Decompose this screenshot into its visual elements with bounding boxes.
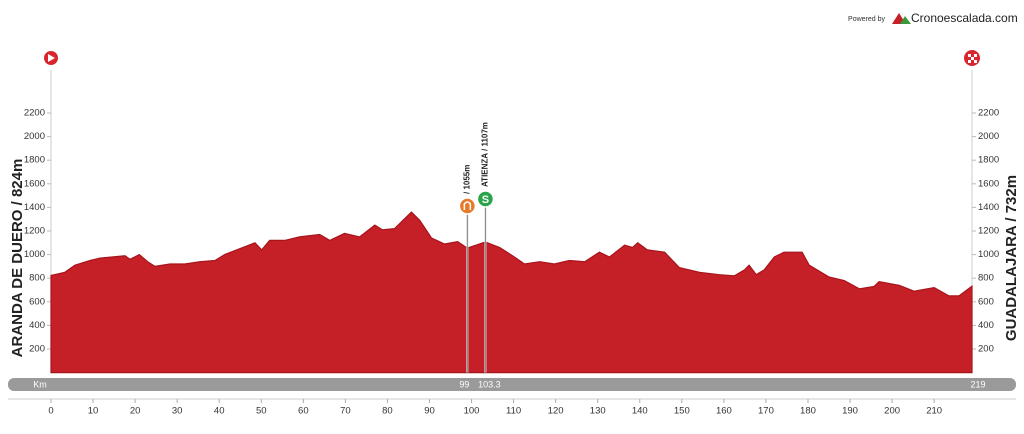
y-tick-label: 1400 (24, 202, 45, 213)
y-tick-label: 2200 (978, 108, 999, 119)
km-label: Km (33, 379, 47, 389)
km-bar (8, 378, 1016, 391)
profile-area (50, 211, 973, 374)
y-tick-label: 800 (29, 273, 45, 284)
y-tick-label: 1800 (24, 155, 45, 166)
marker-label: ATIENZA / 1107m (481, 122, 490, 187)
x-tick-label: 10 (88, 406, 99, 417)
x-tick-label: 180 (800, 406, 816, 417)
x-tick-label: 100 (464, 406, 480, 417)
x-tick-label: 30 (172, 406, 183, 417)
y-tick-label: 2200 (24, 108, 45, 119)
x-tick-label: 200 (884, 406, 900, 417)
y-tick-label: 1200 (978, 226, 999, 237)
y-tick-label: 600 (29, 296, 45, 307)
y-tick-label: 1800 (978, 155, 999, 166)
x-tick-label: 130 (590, 406, 606, 417)
x-tick-label: 0 (48, 406, 53, 417)
y-tick-label: 1600 (24, 178, 45, 189)
x-tick-label: 110 (506, 406, 521, 417)
y-tick-label: 400 (29, 320, 45, 331)
y-tick-label: 1400 (978, 202, 999, 213)
x-tick-label: 80 (382, 406, 393, 417)
x-tick-label: 40 (214, 406, 225, 417)
powered-by: Powered by (848, 16, 885, 23)
y-tick-label: 2000 (24, 131, 45, 142)
y-tick-label: 200 (978, 344, 994, 355)
x-tick-label: 50 (256, 406, 267, 417)
x-tick-label: 60 (298, 406, 309, 417)
x-tick-label: 90 (424, 406, 435, 417)
x-tick-label: 210 (926, 406, 942, 417)
x-tick-label: 70 (340, 406, 351, 417)
y-tick-label: 1600 (978, 178, 999, 189)
y-tick-label: 2000 (978, 131, 999, 142)
y-tick-label: 800 (978, 273, 994, 284)
y-tick-label: 1000 (978, 249, 999, 260)
x-tick-label: 190 (842, 406, 858, 417)
x-tick-label: 170 (758, 406, 774, 417)
marker-icon (458, 197, 477, 215)
start-icon (48, 54, 55, 62)
km-marker-label: 99 (459, 379, 469, 389)
y-tick-label: 200 (29, 344, 45, 355)
x-tick-label: 20 (130, 406, 141, 417)
x-tick-label: 120 (548, 406, 564, 417)
marker-icon-text: S (482, 194, 489, 206)
marker-label: / 1055m (462, 165, 471, 194)
x-tick-label: 140 (632, 406, 648, 417)
y-tick-label: 600 (978, 296, 994, 307)
marker-icon-symbol (463, 201, 472, 210)
start-label: ARANDA DE DUERO / 824m (9, 159, 26, 358)
logo-icon (900, 16, 911, 24)
y-tick-label: 400 (978, 320, 994, 331)
finish-icon (968, 54, 977, 63)
x-tick-label: 160 (716, 406, 732, 417)
y-tick-label: 1000 (24, 249, 45, 260)
x-tick-label: 150 (674, 406, 690, 417)
km-marker-label: 103.3 (478, 379, 501, 389)
brand: Cronoescalada.com (911, 11, 1018, 25)
finish-label: GUADALAJARA / 732m (1003, 175, 1020, 341)
marker-icon (476, 190, 495, 208)
km-end-label: 219 (970, 379, 985, 389)
y-tick-label: 1200 (24, 226, 45, 237)
